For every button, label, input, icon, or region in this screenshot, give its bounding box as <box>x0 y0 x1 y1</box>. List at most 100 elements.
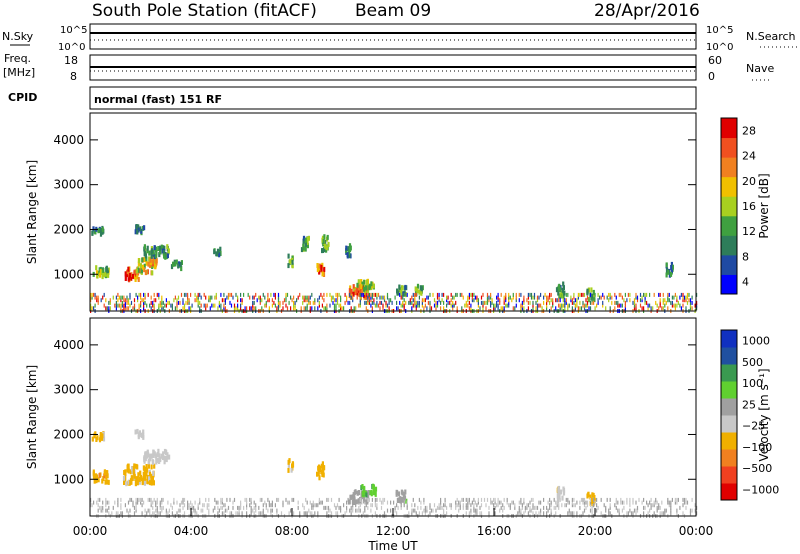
noise-cell <box>574 503 576 508</box>
noise-cell <box>197 295 199 300</box>
data-cell <box>101 433 104 439</box>
data-cell <box>143 263 146 269</box>
noise-cell <box>615 505 617 510</box>
noise-cell <box>235 511 237 516</box>
noise-cell <box>559 303 561 308</box>
noise-cell <box>320 292 322 297</box>
noise-cell <box>661 500 663 505</box>
noise-cell <box>330 497 333 502</box>
noise-cell <box>205 497 207 502</box>
noise-cell <box>162 306 164 311</box>
data-cell <box>136 428 139 434</box>
noise-cell <box>133 505 136 510</box>
noise-cell <box>421 303 423 308</box>
noise-cell <box>558 303 560 308</box>
data-cell <box>103 473 106 479</box>
noise-cell <box>441 298 443 303</box>
noise-cell <box>150 306 152 311</box>
noise-cell <box>643 505 645 510</box>
noise-cell <box>252 508 254 513</box>
noise-cell <box>371 306 373 311</box>
noise-cell <box>646 292 648 297</box>
data-cell <box>129 469 132 475</box>
noise-cell <box>294 303 296 308</box>
noise-cell <box>112 505 114 510</box>
data-cell <box>95 265 98 271</box>
noise-cell <box>290 295 292 300</box>
data-cell <box>143 244 146 250</box>
noise-cell <box>568 500 570 505</box>
noise-cell <box>412 508 414 513</box>
noise-cell <box>465 503 467 508</box>
noise-cell <box>421 511 423 516</box>
data-cell <box>148 256 151 262</box>
noise-cell <box>520 500 522 505</box>
noise-cell <box>527 295 529 300</box>
data-cell <box>130 477 133 483</box>
noise-cell <box>433 303 436 308</box>
noise-cell <box>380 500 383 505</box>
noise-cell <box>356 508 358 513</box>
data-cell <box>99 432 102 437</box>
noise-cell <box>449 503 451 508</box>
noise-cell <box>406 500 408 505</box>
noise-cell <box>467 295 469 300</box>
data-cell <box>291 262 294 268</box>
data-cell <box>152 249 155 255</box>
noise-cell <box>118 295 120 300</box>
noise-cell <box>671 497 673 502</box>
noise-cell <box>347 497 349 502</box>
noise-cell <box>559 306 561 311</box>
noise-cell <box>208 503 210 508</box>
noise-cell <box>583 497 586 502</box>
noise-cell <box>224 508 226 513</box>
noise-cell <box>150 503 152 508</box>
data-cell <box>361 289 364 295</box>
noise-cell <box>240 298 242 303</box>
noise-cell <box>117 292 119 297</box>
noise-cell <box>268 306 270 311</box>
noise-cell <box>503 505 505 510</box>
data-cell <box>136 476 139 482</box>
noise-cell <box>240 503 242 508</box>
noise-cell <box>188 298 190 303</box>
noise-cell <box>527 511 529 516</box>
noise-cell <box>365 306 367 311</box>
noise-cell <box>182 306 184 311</box>
noise-cell <box>465 300 467 305</box>
noise-cell <box>614 300 616 305</box>
noise-cell <box>243 505 245 510</box>
noise-cell <box>244 497 246 502</box>
noise-cell <box>603 295 605 300</box>
data-cell <box>306 243 309 249</box>
noise-cell <box>564 300 566 305</box>
noise-cell <box>470 511 472 516</box>
noise-cell <box>683 298 686 303</box>
data-cell <box>558 283 561 289</box>
data-cell <box>104 479 107 485</box>
noise-cell <box>396 306 398 311</box>
noise-cell <box>103 292 105 297</box>
noise-cell <box>611 300 613 305</box>
noise-cell <box>597 505 599 510</box>
noise-cell <box>333 303 336 308</box>
data-cell <box>302 243 305 249</box>
noise-cell <box>309 300 311 305</box>
noise-cell <box>411 511 413 516</box>
noise-cell <box>264 295 266 300</box>
noise-cell <box>355 508 357 513</box>
noise-cell <box>567 511 569 516</box>
noise-cell <box>297 295 299 300</box>
noise-cell <box>671 295 673 300</box>
noise-cell <box>253 300 255 305</box>
noise-cell <box>641 298 643 303</box>
data-cell <box>348 247 352 253</box>
freq-tick-top: 18 <box>64 54 78 67</box>
noise-cell <box>183 497 186 502</box>
noise-cell <box>230 511 233 516</box>
data-cell <box>559 489 563 495</box>
noise-cell <box>247 292 249 297</box>
noise-cell <box>282 300 284 305</box>
noise-cell <box>565 298 567 303</box>
noise-cell <box>196 298 198 303</box>
